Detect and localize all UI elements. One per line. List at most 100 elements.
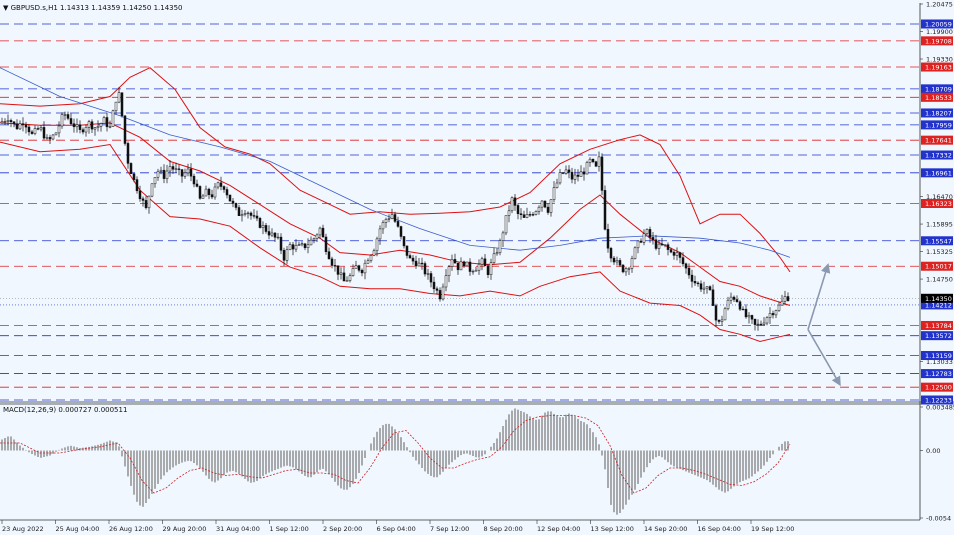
candle-body (267, 231, 271, 236)
candle-body (246, 212, 250, 215)
candle-body (6, 120, 10, 122)
candle-body (234, 203, 238, 208)
level-tag-label: 1.18533 (925, 94, 952, 102)
moving-average-line (0, 67, 791, 258)
candle-body (573, 174, 577, 180)
candle-body (726, 299, 730, 310)
candle-body (528, 214, 532, 216)
candle-body (318, 227, 322, 236)
candle-body (309, 239, 313, 246)
candle-body (90, 121, 94, 130)
candle-body (480, 258, 484, 265)
candle-body (279, 236, 283, 251)
bollinger-upper-line (0, 67, 791, 273)
candle-body (342, 272, 346, 282)
level-tag (921, 382, 953, 392)
candle-body (84, 127, 88, 133)
candle-body (372, 250, 376, 256)
candle-body (741, 308, 745, 311)
candle-body (696, 282, 700, 285)
level-tag (921, 36, 953, 46)
candle-body (219, 182, 223, 187)
candle-body (141, 198, 145, 201)
candle-body (609, 248, 613, 259)
candle-body (24, 124, 28, 128)
level-tag-label: 1.16961 (925, 169, 952, 177)
candle-body (39, 127, 43, 130)
candle-body (57, 125, 61, 134)
candle-body (297, 244, 301, 246)
candle-body (771, 313, 775, 316)
candle-body (150, 183, 154, 197)
candle-body (654, 239, 658, 249)
candle-body (258, 218, 262, 228)
price-tick-label: 1.19330 (926, 56, 953, 64)
candle-body (36, 128, 40, 130)
candle-body (78, 124, 82, 130)
candle-body (144, 200, 148, 209)
candle-body (396, 221, 400, 227)
level-tag-label: 1.13572 (925, 332, 952, 340)
candle-body (423, 263, 427, 275)
time-tick-label: 14 Sep 20:00 (644, 525, 687, 533)
price-tick-label: 1.14750 (926, 276, 953, 284)
macd-tick-label: -0.0054 (926, 515, 951, 523)
candle-body (54, 132, 58, 136)
bollinger-lower-line (0, 141, 791, 343)
candle-body (21, 123, 25, 126)
candle-body (249, 212, 253, 216)
candle-body (261, 225, 265, 228)
level-tag-label: 1.15017 (925, 263, 952, 271)
candle-body (303, 243, 307, 249)
candle-body (132, 173, 136, 180)
candle-body (357, 265, 361, 271)
candle-body (756, 323, 760, 326)
level-tag-label: 1.16323 (925, 200, 952, 208)
candle-body (3, 121, 7, 123)
candle-body (69, 118, 73, 124)
candle-body (510, 197, 514, 212)
candle-body (732, 296, 736, 300)
level-tag (921, 19, 953, 29)
candle-body (252, 215, 256, 217)
candle-body (684, 263, 688, 269)
candle-body (207, 188, 211, 195)
candle-body (702, 287, 706, 290)
candle-body (444, 275, 448, 288)
level-tag (921, 135, 953, 145)
candle-body (624, 268, 628, 273)
candle-body (168, 166, 172, 172)
candle-body (399, 226, 403, 237)
level-tag (921, 351, 953, 361)
candle-body (504, 215, 508, 234)
level-tag (921, 120, 953, 130)
candle-body (657, 243, 661, 249)
level-lines (0, 23, 920, 401)
candle-body (594, 161, 598, 167)
candle-body (723, 308, 727, 321)
level-tag (921, 198, 953, 208)
candle-body (447, 266, 451, 276)
candle-body (525, 214, 529, 218)
level-tag (921, 108, 953, 118)
candle-body (420, 262, 424, 265)
candle-body (687, 267, 691, 276)
projection-arrow-down (807, 329, 841, 387)
candle-body (768, 313, 772, 318)
candle-body (426, 273, 430, 275)
candle-body (291, 244, 295, 250)
candle-body (183, 172, 187, 177)
level-tag-label: 1.13159 (925, 352, 952, 360)
candle-body (681, 257, 685, 265)
candle-body (606, 229, 610, 249)
candle-body (705, 286, 709, 289)
candle-body (597, 156, 601, 167)
candle-body (282, 250, 286, 261)
candle-body (489, 262, 493, 275)
candle-body (51, 134, 55, 140)
time-tick-label: 23 Aug 2022 (2, 525, 44, 533)
candle-body (747, 315, 751, 318)
candle-body (432, 281, 436, 290)
candle-body (546, 206, 550, 213)
